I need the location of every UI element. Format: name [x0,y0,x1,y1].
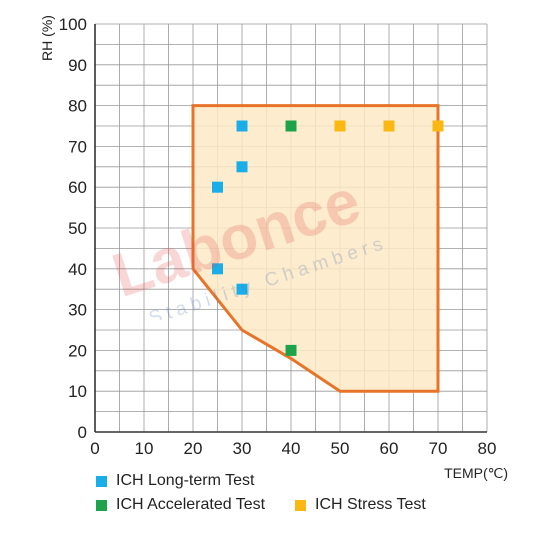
y-axis-label: RH (%) [39,15,55,61]
x-tick-label: 30 [233,439,252,458]
data-point-series-0 [212,181,223,193]
x-tick-label: 80 [478,439,497,458]
y-tick-label: 0 [78,423,87,442]
data-point-series-0 [236,161,248,173]
data-point-series-2 [432,120,444,132]
data-point-series-0 [236,283,248,295]
legend-item-long-term: ICH Long-term Test [96,472,254,490]
y-tick-label: 70 [68,137,87,156]
data-point-series-2 [334,120,346,132]
x-tick-label: 20 [184,439,203,458]
y-tick-label: 50 [68,219,87,238]
y-tick-label: 20 [68,341,87,360]
legend-item-stress: ICH Stress Test [295,496,426,514]
y-tick-label: 40 [68,260,87,279]
legend-label-long-term: ICH Long-term Test [116,472,255,489]
legend-swatch-long-term [96,475,107,487]
x-tick-label: 10 [135,439,154,458]
tick-labels: 0 10 20 30 40 50 60 70 80 0 10 20 30 40 50 60 70 80 90 100 [59,15,497,458]
test-region [191,104,440,393]
axes [94,24,487,433]
legend-label-stress: ICH Stress Test [315,496,426,513]
x-tick-label: 70 [429,439,448,458]
y-tick-label: 60 [68,178,87,197]
data-point-series-1 [285,120,297,132]
y-tick-label: 30 [68,301,87,320]
data-point-series-1 [285,344,297,356]
x-tick-label: 0 [90,439,99,458]
x-tick-label: 50 [331,439,350,458]
data-point-series-0 [212,263,223,275]
data-points [212,120,444,356]
y-tick-label: 80 [68,97,87,116]
y-tick-label: 90 [68,56,87,75]
test-region-layer [191,104,440,393]
legend-swatch-stress [295,499,306,511]
x-tick-label: 40 [282,439,301,458]
x-tick-label: 60 [380,439,399,458]
legend-swatch-accelerated [96,499,107,511]
x-axis-label: TEMP(℃) [444,465,508,481]
legend-label-accelerated: ICH Accelerated Test [116,496,266,513]
data-point-series-2 [383,120,395,132]
y-tick-label: 100 [59,15,87,34]
y-tick-label: 10 [68,382,87,401]
legend-item-accelerated: ICH Accelerated Test [96,496,265,514]
data-point-series-0 [236,120,248,132]
